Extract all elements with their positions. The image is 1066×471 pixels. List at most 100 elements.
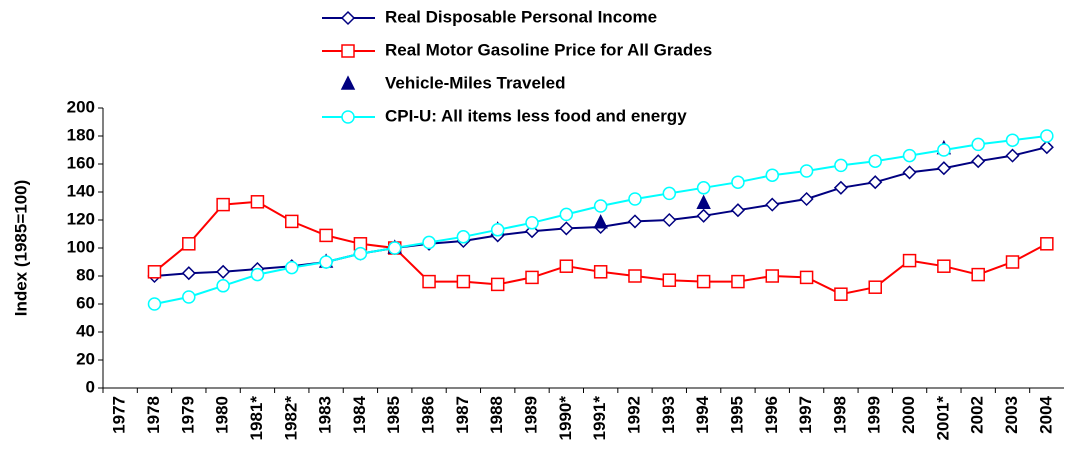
- x-tick-label: 1982*: [281, 396, 300, 441]
- y-tick-label: 40: [76, 321, 95, 340]
- x-tick-label: 1996: [762, 396, 781, 434]
- data-point: [902, 165, 917, 180]
- data-point: [422, 235, 436, 250]
- data-point: [868, 154, 882, 168]
- legend-label: Vehicle-Miles Traveled: [385, 73, 565, 92]
- x-tick-label: 2000: [899, 396, 918, 434]
- data-point: [696, 274, 711, 289]
- data-point: [490, 223, 505, 237]
- x-tick-label: 1981*: [247, 396, 266, 441]
- data-point: [730, 203, 746, 218]
- data-point: [593, 214, 608, 229]
- data-point: [799, 270, 814, 285]
- x-tick-label: 1987: [453, 396, 472, 434]
- data-point: [353, 246, 368, 261]
- data-point: [799, 191, 814, 207]
- data-point: [250, 267, 265, 282]
- data-point: [250, 195, 265, 209]
- data-point: [285, 214, 299, 229]
- legend-marker: [340, 10, 356, 26]
- data-point: [1040, 237, 1054, 251]
- data-point: [628, 192, 642, 206]
- data-point: [696, 194, 711, 209]
- data-point: [936, 161, 951, 176]
- legend-marker: [340, 75, 356, 90]
- legend-marker: [341, 110, 355, 124]
- data-point: [1040, 129, 1054, 143]
- data-point: [799, 164, 814, 178]
- data-point: [285, 260, 299, 275]
- y-tick-label: 60: [76, 293, 95, 312]
- data-point: [765, 197, 780, 212]
- x-tick-label: 1986: [419, 396, 438, 434]
- data-point: [525, 270, 539, 285]
- y-tick-label: 20: [76, 349, 95, 368]
- data-point: [765, 168, 780, 182]
- data-point: [216, 197, 230, 212]
- data-point: [319, 228, 333, 243]
- data-point: [902, 253, 917, 268]
- data-point: [662, 273, 677, 287]
- data-point: [182, 290, 196, 304]
- data-point: [731, 274, 745, 289]
- y-tick-label: 160: [67, 153, 95, 172]
- data-point: [971, 154, 986, 169]
- data-point: [490, 277, 505, 292]
- x-tick-label: 1990*: [556, 396, 575, 441]
- y-tick-label: 200: [67, 97, 95, 116]
- y-tick-label: 180: [67, 125, 95, 144]
- data-point: [662, 212, 677, 228]
- data-point: [147, 297, 162, 311]
- y-tick-label: 140: [67, 181, 95, 200]
- data-point: [765, 269, 780, 283]
- x-tick-label: 1979: [178, 396, 197, 434]
- x-tick-label: 1983: [316, 396, 335, 434]
- data-point: [1005, 133, 1020, 147]
- data-point: [628, 269, 642, 283]
- x-tick-label: 1984: [350, 395, 369, 433]
- data-point: [833, 180, 848, 195]
- x-tick-label: 1985: [384, 396, 403, 434]
- y-axis-label: Index (1985=100): [11, 180, 30, 317]
- data-point: [216, 264, 231, 279]
- data-point: [971, 137, 985, 152]
- data-point: [525, 216, 539, 230]
- data-point: [147, 265, 162, 279]
- x-tick-label: 1991*: [590, 396, 609, 441]
- legend-marker: [341, 44, 355, 58]
- data-point: [1039, 140, 1054, 155]
- y-tick-label: 100: [67, 237, 95, 256]
- data-point: [182, 237, 196, 251]
- data-point: [731, 175, 745, 189]
- x-tick-label: 1997: [796, 396, 815, 434]
- x-tick-label: 2003: [1002, 396, 1021, 434]
- x-tick-label: 1978: [144, 396, 163, 434]
- data-point: [696, 181, 711, 195]
- x-tick-label: 1992: [624, 396, 643, 434]
- data-point: [1005, 255, 1020, 269]
- data-point: [1005, 148, 1020, 163]
- data-point: [593, 265, 608, 279]
- x-tick-label: 1994: [693, 395, 712, 433]
- data-point: [593, 199, 608, 213]
- data-point: [937, 259, 951, 273]
- data-point: [902, 148, 917, 163]
- x-tick-label: 2001*: [933, 396, 952, 441]
- data-point: [696, 208, 711, 223]
- x-tick-label: 1989: [522, 396, 541, 434]
- data-point: [559, 207, 574, 222]
- data-point: [834, 158, 848, 173]
- x-tick-label: 1998: [830, 396, 849, 434]
- data-point: [456, 230, 471, 244]
- data-point: [971, 267, 985, 282]
- y-tick-label: 80: [76, 265, 95, 284]
- x-tick-label: 1977: [110, 396, 129, 434]
- y-tick-label: 120: [67, 209, 95, 228]
- legend-label: Real Disposable Personal Income: [385, 7, 657, 26]
- data-point: [868, 175, 883, 190]
- data-point: [422, 274, 436, 289]
- data-point: [662, 186, 677, 201]
- x-tick-label: 1988: [487, 396, 506, 434]
- x-tick-label: 1995: [727, 396, 746, 434]
